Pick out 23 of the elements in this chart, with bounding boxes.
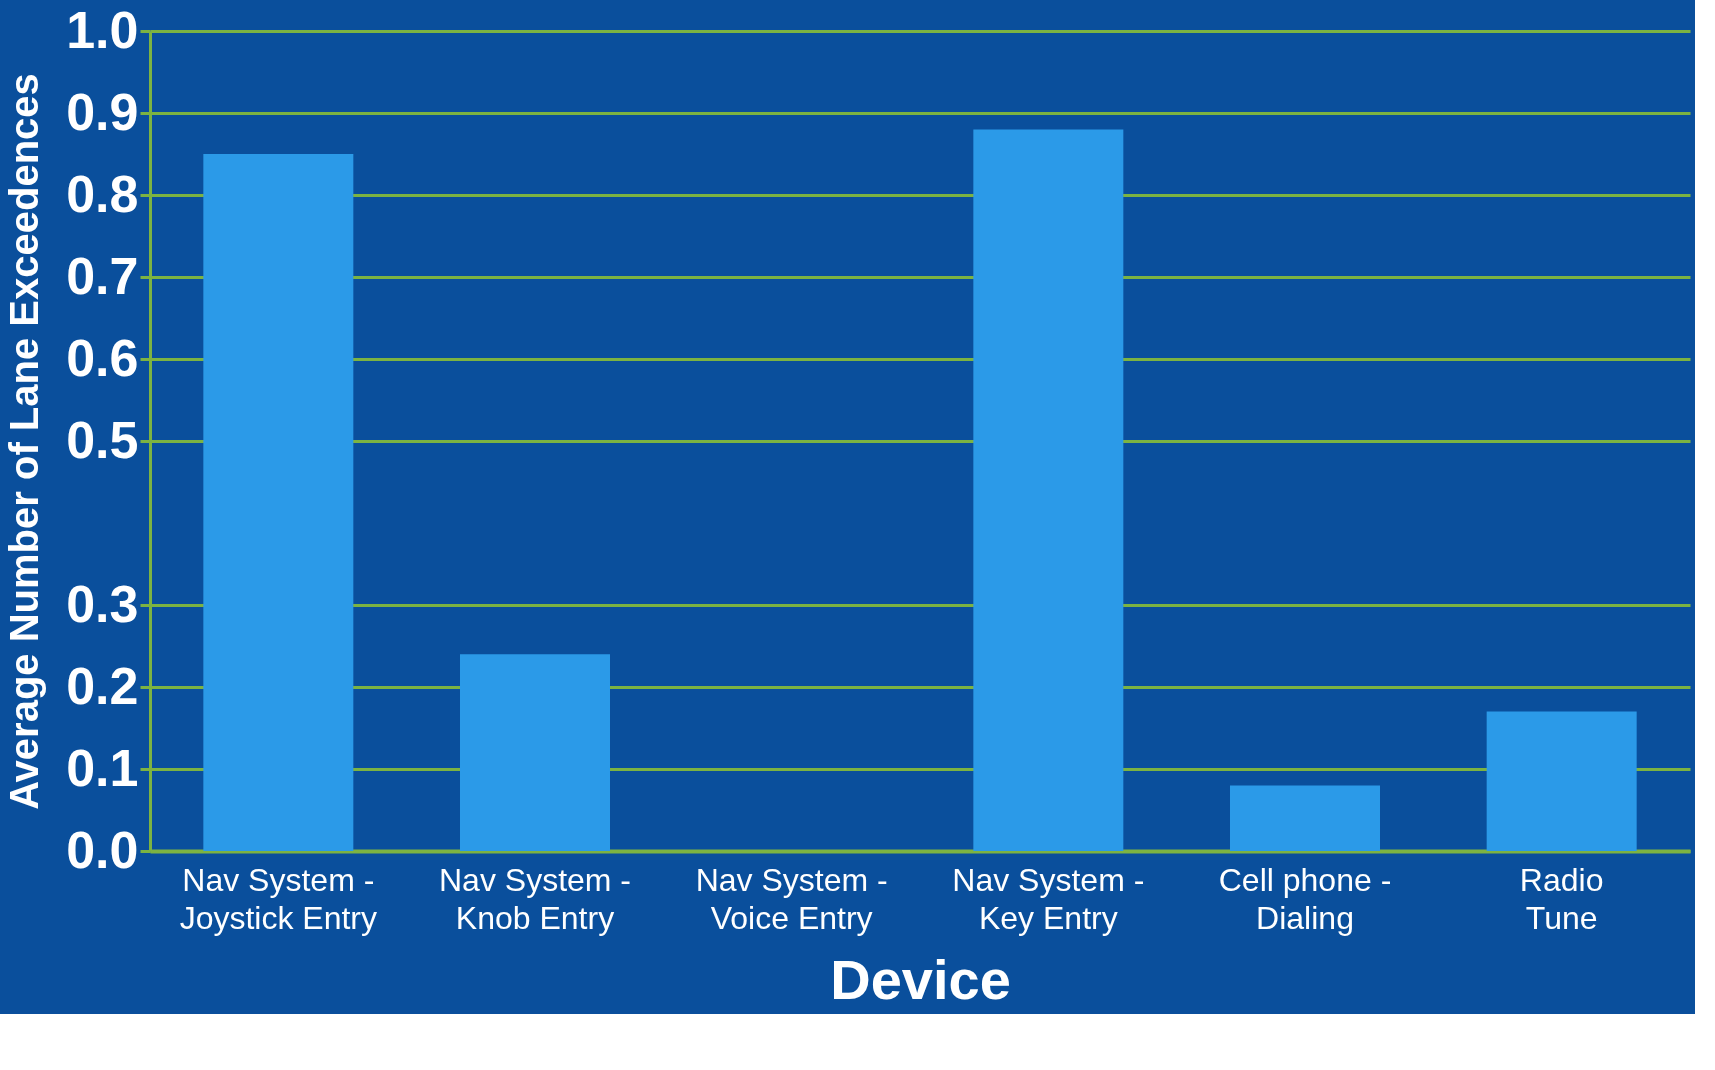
- x-tick-label: Nav System - Knob Entry: [438, 861, 632, 936]
- x-tick-label: Nav System - Joystick Entry: [179, 861, 378, 936]
- bar: [973, 129, 1124, 851]
- y-tick-label: 0.9: [66, 82, 139, 141]
- x-tick-label: Nav System - Key Entry: [952, 861, 1145, 936]
- x-tick-label: Nav System - Voice Entry: [695, 861, 888, 936]
- y-tick-label: 0.1: [66, 738, 139, 797]
- x-tick-label: Cell phone - Dialing: [1218, 861, 1392, 936]
- y-tick-label: 0.6: [66, 328, 139, 387]
- x-axis-title: Device: [830, 947, 1011, 1011]
- bar: [203, 154, 354, 851]
- y-tick-label: 0.0: [66, 820, 139, 879]
- bar: [460, 654, 610, 851]
- x-tick-label: Radio Tune: [1519, 861, 1604, 936]
- y-tick-label: 0.8: [66, 164, 139, 223]
- y-tick-label: 0.3: [66, 574, 139, 633]
- bar: [1486, 711, 1637, 851]
- y-tick-label: 0.2: [66, 656, 139, 715]
- y-tick-label: 0.7: [66, 246, 139, 305]
- bar: [1230, 785, 1380, 851]
- y-axis-title: Average Number of Lane Exceedences: [2, 73, 47, 810]
- y-tick-label: 1.0: [66, 0, 139, 59]
- y-tick-label: 0.5: [66, 410, 139, 469]
